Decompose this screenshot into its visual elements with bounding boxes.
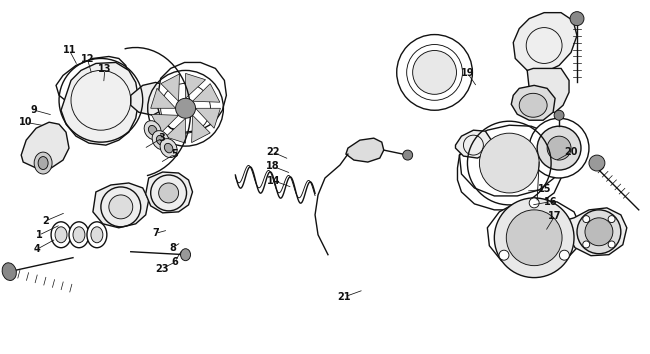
Text: 7: 7 bbox=[152, 228, 159, 238]
Circle shape bbox=[577, 210, 621, 254]
Ellipse shape bbox=[69, 222, 89, 248]
Ellipse shape bbox=[144, 121, 161, 140]
Polygon shape bbox=[527, 68, 569, 112]
Polygon shape bbox=[192, 84, 220, 102]
Circle shape bbox=[570, 12, 584, 25]
Circle shape bbox=[495, 198, 574, 278]
Circle shape bbox=[413, 51, 456, 94]
Circle shape bbox=[583, 216, 590, 223]
Ellipse shape bbox=[73, 227, 85, 243]
Circle shape bbox=[547, 136, 571, 160]
Circle shape bbox=[537, 126, 581, 170]
Ellipse shape bbox=[87, 222, 107, 248]
Ellipse shape bbox=[34, 152, 52, 174]
Polygon shape bbox=[166, 118, 185, 143]
Text: 21: 21 bbox=[337, 292, 351, 302]
Circle shape bbox=[529, 118, 589, 178]
Text: 5: 5 bbox=[172, 149, 178, 159]
Polygon shape bbox=[196, 108, 220, 128]
Ellipse shape bbox=[148, 125, 157, 135]
Text: 23: 23 bbox=[155, 264, 168, 274]
Circle shape bbox=[529, 198, 539, 208]
Polygon shape bbox=[93, 183, 149, 228]
Ellipse shape bbox=[160, 139, 177, 158]
Text: 16: 16 bbox=[543, 197, 557, 207]
Polygon shape bbox=[185, 73, 205, 98]
Circle shape bbox=[608, 216, 615, 223]
Text: 9: 9 bbox=[31, 105, 37, 115]
Circle shape bbox=[499, 250, 509, 260]
Ellipse shape bbox=[51, 222, 71, 248]
Text: 19: 19 bbox=[461, 68, 474, 78]
Text: 11: 11 bbox=[62, 45, 76, 55]
Polygon shape bbox=[512, 85, 555, 120]
Polygon shape bbox=[514, 13, 577, 73]
Circle shape bbox=[585, 218, 613, 246]
Ellipse shape bbox=[152, 131, 169, 150]
Polygon shape bbox=[567, 208, 627, 256]
Polygon shape bbox=[56, 57, 129, 108]
Polygon shape bbox=[460, 125, 561, 196]
Circle shape bbox=[176, 98, 196, 118]
Circle shape bbox=[608, 241, 615, 248]
Text: 15: 15 bbox=[538, 184, 552, 194]
Text: 12: 12 bbox=[81, 54, 94, 64]
Text: 10: 10 bbox=[19, 117, 32, 127]
Circle shape bbox=[480, 133, 539, 193]
Text: 4: 4 bbox=[34, 244, 40, 254]
Ellipse shape bbox=[91, 227, 103, 243]
Circle shape bbox=[583, 241, 590, 248]
Circle shape bbox=[403, 150, 413, 160]
Polygon shape bbox=[456, 130, 491, 158]
Text: 18: 18 bbox=[266, 161, 280, 171]
Ellipse shape bbox=[55, 227, 67, 243]
Polygon shape bbox=[488, 200, 581, 270]
Polygon shape bbox=[161, 74, 179, 101]
Polygon shape bbox=[21, 122, 69, 168]
Text: 8: 8 bbox=[170, 242, 176, 252]
Polygon shape bbox=[61, 62, 138, 145]
Text: 6: 6 bbox=[172, 257, 178, 267]
Circle shape bbox=[159, 183, 179, 203]
Ellipse shape bbox=[181, 249, 190, 261]
Ellipse shape bbox=[2, 263, 16, 280]
Polygon shape bbox=[157, 62, 226, 132]
Polygon shape bbox=[146, 172, 192, 213]
Circle shape bbox=[109, 195, 133, 219]
Polygon shape bbox=[346, 138, 384, 162]
Polygon shape bbox=[131, 82, 168, 115]
Ellipse shape bbox=[164, 143, 173, 153]
Text: 1: 1 bbox=[36, 230, 42, 240]
Text: 3: 3 bbox=[159, 133, 165, 143]
Circle shape bbox=[554, 110, 564, 120]
Circle shape bbox=[560, 250, 569, 260]
Text: 17: 17 bbox=[548, 211, 562, 221]
Text: 2: 2 bbox=[42, 216, 49, 226]
Polygon shape bbox=[151, 88, 176, 108]
Polygon shape bbox=[192, 115, 210, 143]
Circle shape bbox=[589, 155, 605, 171]
Circle shape bbox=[506, 210, 562, 266]
Text: 13: 13 bbox=[98, 64, 112, 74]
Text: 20: 20 bbox=[564, 147, 578, 157]
Ellipse shape bbox=[38, 156, 48, 170]
Text: 14: 14 bbox=[266, 176, 280, 185]
Text: 22: 22 bbox=[266, 147, 280, 157]
Polygon shape bbox=[151, 114, 179, 133]
Ellipse shape bbox=[519, 93, 547, 117]
Ellipse shape bbox=[157, 135, 165, 145]
